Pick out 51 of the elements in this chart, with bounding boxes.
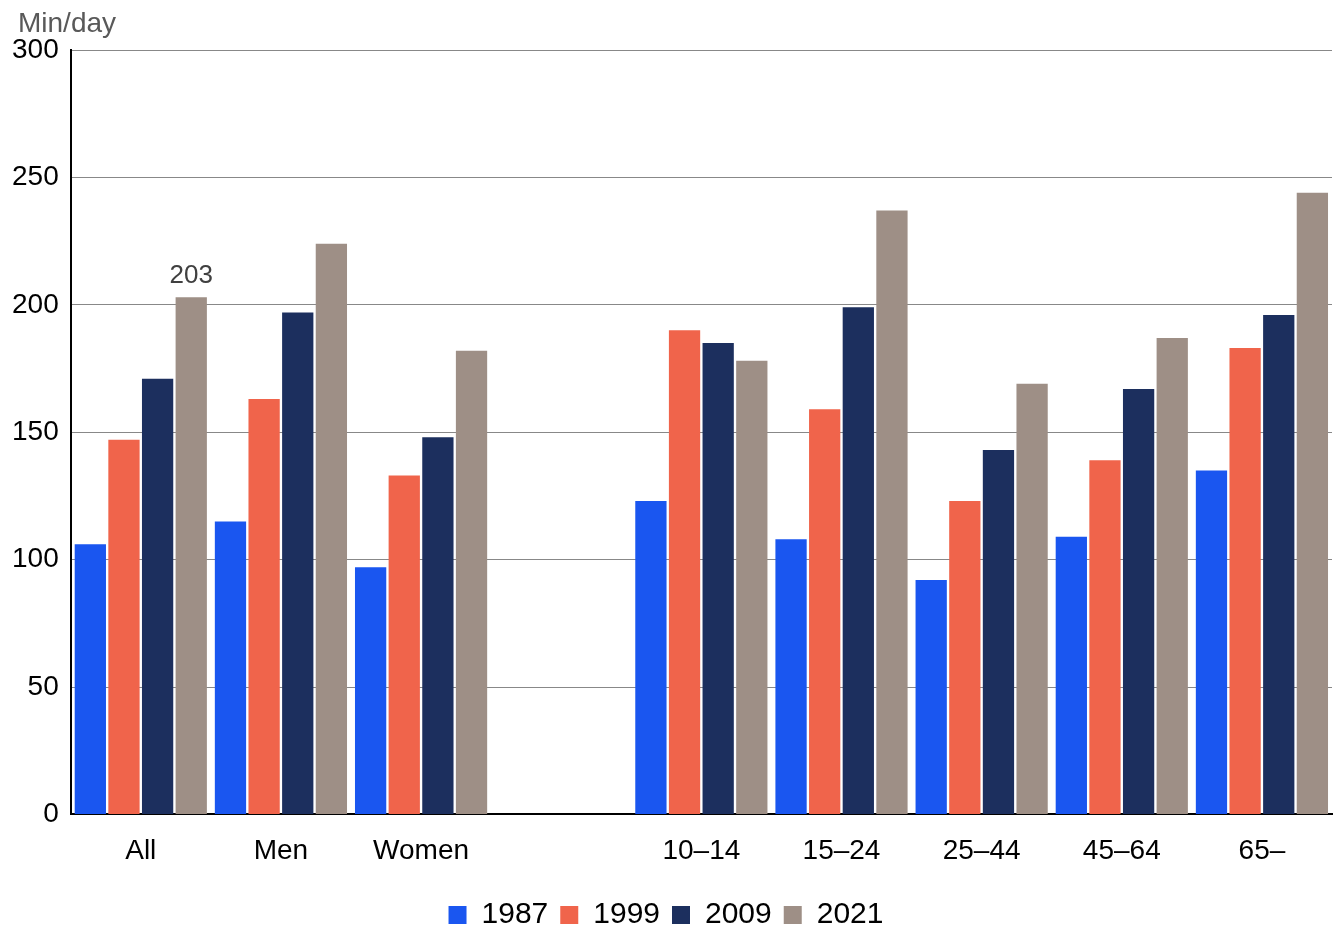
y-tick-label: 50 bbox=[27, 669, 59, 701]
x-tick-label: 10–14 bbox=[662, 833, 741, 865]
bar bbox=[1229, 348, 1261, 814]
legend-label: 2021 bbox=[816, 896, 884, 930]
bar bbox=[388, 475, 420, 814]
bar bbox=[422, 437, 454, 814]
x-tick-label: 45–64 bbox=[1082, 833, 1161, 865]
bar bbox=[1089, 460, 1121, 814]
bar bbox=[702, 343, 734, 814]
bar bbox=[1156, 337, 1188, 814]
bar bbox=[455, 350, 488, 814]
bar bbox=[248, 399, 280, 814]
bar bbox=[736, 360, 768, 814]
bar bbox=[1263, 314, 1295, 814]
bar bbox=[1016, 383, 1048, 814]
bar bbox=[635, 501, 667, 814]
x-tick-label: 65– bbox=[1238, 833, 1286, 865]
bar bbox=[141, 378, 174, 814]
bar bbox=[354, 567, 387, 814]
bar bbox=[214, 521, 247, 814]
legend-label: 2009 bbox=[705, 896, 772, 930]
bar bbox=[949, 501, 981, 814]
bar bbox=[175, 297, 207, 814]
bar bbox=[74, 544, 106, 814]
bar bbox=[982, 450, 1015, 814]
bar bbox=[668, 330, 701, 814]
y-tick-label: 250 bbox=[12, 160, 59, 192]
y-tick-label: 100 bbox=[12, 542, 59, 574]
legend-label: 1999 bbox=[593, 896, 661, 930]
y-tick-label: 150 bbox=[12, 414, 59, 446]
bar bbox=[809, 409, 841, 814]
bar bbox=[915, 579, 947, 814]
bar bbox=[1195, 470, 1228, 814]
bar bbox=[1296, 192, 1329, 814]
bar bbox=[775, 539, 807, 814]
bar bbox=[842, 307, 874, 814]
bar bbox=[282, 312, 314, 814]
y-tick-label: 200 bbox=[12, 287, 59, 319]
y-tick-label: 0 bbox=[43, 797, 59, 829]
bar bbox=[1055, 536, 1087, 814]
x-tick-label: All bbox=[125, 833, 157, 865]
bar bbox=[1122, 388, 1155, 814]
x-tick-label: Women bbox=[373, 833, 470, 865]
x-tick-label: Men bbox=[253, 833, 309, 865]
data-label: 203 bbox=[169, 259, 213, 290]
bar bbox=[315, 243, 348, 814]
bar bbox=[108, 439, 140, 814]
x-tick-label: 15–24 bbox=[802, 833, 881, 865]
legend-label: 1987 bbox=[481, 896, 549, 930]
x-tick-label: 25–44 bbox=[942, 833, 1021, 865]
bar bbox=[876, 210, 908, 814]
